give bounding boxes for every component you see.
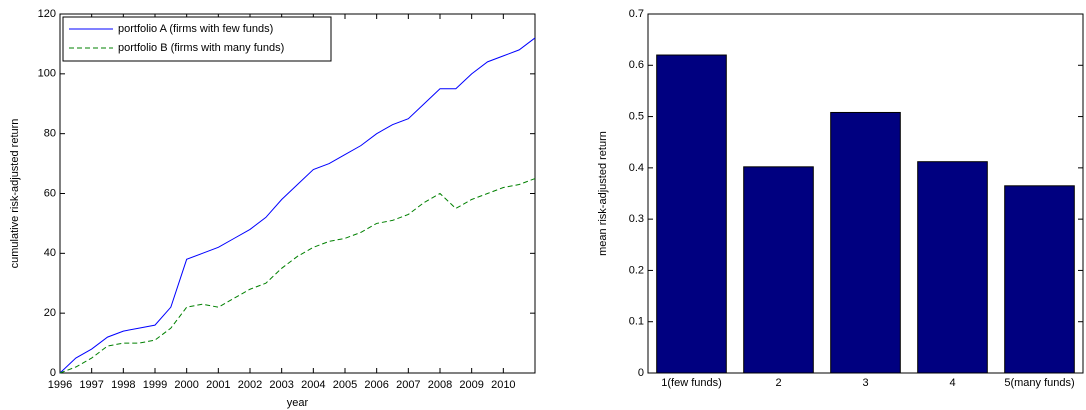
- bar: [743, 166, 814, 374]
- legend-box: [62, 16, 332, 62]
- x-tick-label: 2001: [206, 379, 230, 391]
- y-axis-label: mean risk-adjusted return: [597, 131, 609, 256]
- x-tick-label: 2008: [428, 379, 452, 391]
- x-tick-label: 2005: [333, 379, 357, 391]
- y-tick-label: 0.5: [629, 110, 644, 122]
- y-tick-label: 0.1: [629, 316, 644, 328]
- y-axis-label: cumulative risk-adjusted return: [9, 119, 21, 269]
- x-tick-label: 1(few funds): [661, 377, 722, 389]
- y-tick-label: 120: [38, 8, 56, 20]
- series-line: [59, 178, 536, 374]
- bar: [656, 54, 727, 374]
- x-tick-label: 2006: [364, 379, 388, 391]
- y-tick-label: 0.2: [629, 264, 644, 276]
- x-tick-label: 2010: [491, 379, 515, 391]
- x-tick-label: 1999: [143, 379, 167, 391]
- x-tick-label: 2002: [238, 379, 262, 391]
- y-tick-label: 40: [44, 247, 56, 259]
- legend-label: portfolio B (firms with many funds): [118, 42, 284, 54]
- y-tick-label: 0.7: [629, 8, 644, 20]
- x-axis-label: year: [287, 397, 309, 409]
- y-tick-label: 0.6: [629, 59, 644, 71]
- plot-frame: [59, 13, 536, 374]
- y-tick-label: 80: [44, 128, 56, 140]
- x-tick-label: 1998: [111, 379, 135, 391]
- bar: [1004, 185, 1075, 374]
- x-tick-label: 1996: [48, 379, 72, 391]
- x-tick-label: 2003: [269, 379, 293, 391]
- y-tick-label: 0.3: [629, 213, 644, 225]
- y-tick-label: 0.4: [629, 162, 644, 174]
- y-tick-label: 0: [50, 367, 56, 379]
- x-tick-label: 4: [949, 377, 955, 389]
- x-tick-label: 2004: [301, 379, 325, 391]
- x-tick-label: 2009: [459, 379, 483, 391]
- y-tick-label: 20: [44, 307, 56, 319]
- bar: [917, 161, 988, 374]
- y-tick-label: 100: [38, 68, 56, 80]
- x-tick-label: 5(many funds): [1004, 377, 1074, 389]
- x-tick-label: 2000: [174, 379, 198, 391]
- legend-label: portfolio A (firms with few funds): [118, 23, 273, 35]
- y-tick-label: 60: [44, 187, 56, 199]
- x-tick-label: 2007: [396, 379, 420, 391]
- x-tick-label: 2: [775, 377, 781, 389]
- y-tick-label: 0: [638, 367, 644, 379]
- series-line: [59, 37, 536, 374]
- x-tick-label: 1997: [79, 379, 103, 391]
- x-tick-label: 3: [862, 377, 868, 389]
- bar: [830, 111, 901, 374]
